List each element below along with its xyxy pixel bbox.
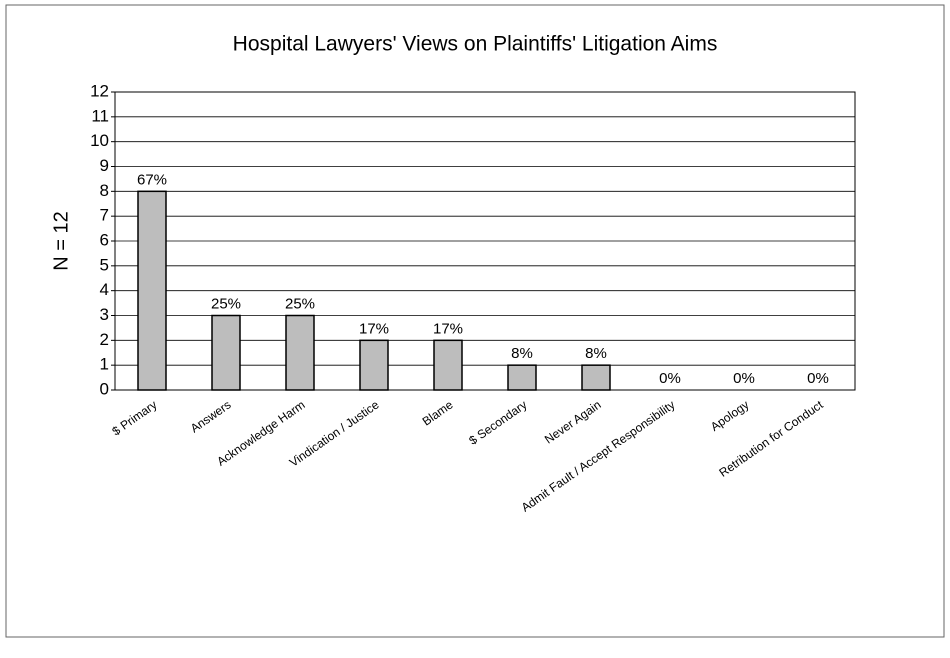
y-tick-label: 10 <box>90 131 109 150</box>
y-tick-label: 8 <box>100 181 109 200</box>
bar <box>581 364 611 391</box>
bar <box>137 190 167 391</box>
y-tick-label: 11 <box>91 106 109 125</box>
chart-title: Hospital Lawyers' Views on Plaintiffs' L… <box>233 33 718 56</box>
chart-frame <box>5 4 945 638</box>
y-tick-label: 0 <box>100 379 109 398</box>
value-label: 25% <box>211 295 241 312</box>
value-label: 67% <box>137 171 167 188</box>
value-label: 8% <box>585 345 607 362</box>
y-tick-label: 12 <box>90 81 109 100</box>
y-tick-label: 9 <box>100 156 109 175</box>
y-tick-label: 3 <box>100 305 109 324</box>
x-tick-label: Blame <box>420 397 456 428</box>
x-tick-label: $ Secondary <box>466 398 529 448</box>
y-tick-label: 1 <box>100 355 109 374</box>
y-tick-label: 2 <box>100 330 109 349</box>
value-label: 17% <box>433 320 463 337</box>
bar <box>433 339 463 391</box>
y-tick-label: 7 <box>100 206 109 225</box>
bar <box>285 314 315 391</box>
x-tick-label: Admit Fault / Accept Responsibility <box>519 398 678 515</box>
x-tick-label: $ Primary <box>109 398 159 439</box>
value-label: 0% <box>807 370 829 387</box>
bar <box>359 339 389 391</box>
bar <box>507 364 537 391</box>
y-tick-label: 5 <box>100 255 109 274</box>
value-label: 17% <box>359 320 389 337</box>
value-label: 0% <box>733 370 755 387</box>
x-tick-label: Never Again <box>542 398 604 447</box>
y-tick-label: 6 <box>100 230 109 249</box>
bar <box>211 314 241 391</box>
value-label: 0% <box>659 370 681 387</box>
y-tick-label: 4 <box>100 280 109 299</box>
value-label: 8% <box>511 345 533 362</box>
y-axis-label: N = 12 <box>50 211 72 270</box>
x-tick-label: Apology <box>708 398 752 434</box>
x-tick-label: Answers <box>188 398 234 436</box>
value-label: 25% <box>285 295 315 312</box>
